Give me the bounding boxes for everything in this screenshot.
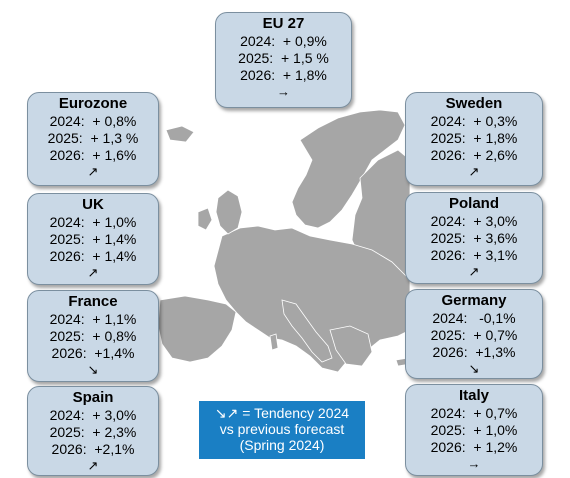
eu27-2025: 2025: + 1,5 % [238,50,329,66]
italy-2024: 2024: + 0,7% [430,405,518,421]
balkan-shape [329,325,373,367]
eurozone-box: Eurozone 2024: + 0,8% 2025: + 1,3 % 2026… [27,92,159,186]
sweden-box: Sweden 2024: + 0,3% 2025: + 1,8% 2026: +… [405,92,543,186]
eu27-2026: 2026: + 1,8% [240,67,327,83]
germany-box: Germany 2024: -0,1% 2025: + 0,7% 2026: +… [405,289,543,379]
sardinia-shape [269,333,279,351]
france-box: France 2024: + 1,1% 2025: + 0,8% 2026: +… [27,290,159,382]
uk-box: UK 2024: + 1,0% 2025: + 1,4% 2026: + 1,4… [27,193,159,285]
italy-2026: 2026: + 1,2% [430,439,518,455]
sweden-trend-arrow-icon: ↗ [468,164,480,179]
poland-title: Poland [448,195,499,212]
eu27-title: EU 27 [262,15,305,32]
france-title: France [68,293,118,310]
eu27-trend-arrow-icon: → [277,84,290,99]
france-2026: 2026: +1,4% [51,345,135,361]
germany-trend-arrow-icon: ↘ [468,361,480,376]
uk-2025: 2025: + 1,4% [49,231,137,247]
uk-shape [215,189,243,235]
eu27-2024: 2024: + 0,9% [240,33,327,49]
italy-2025: 2025: + 1,0% [430,422,518,438]
germany-2026: 2026: +1,3% [432,344,516,360]
poland-2025: 2025: + 3,6% [430,230,518,246]
germany-2025: 2025: + 0,7% [430,327,518,343]
eurozone-2026: 2026: + 1,6% [49,147,137,163]
france-trend-arrow-icon: ↘ [87,362,99,377]
poland-trend-arrow-icon: ↗ [468,264,480,279]
uk-trend-arrow-icon: ↗ [87,265,99,280]
tendency-legend: ↘↗ = Tendency 2024 vs previous forecast … [199,401,365,459]
sweden-2025: 2025: + 1,8% [430,130,518,146]
italy-trend-arrow-icon: → [467,456,481,471]
germany-2024: 2024: -0,1% [432,310,516,326]
france-2025: 2025: + 0,8% [49,328,137,344]
legend-line-1: ↘↗ = Tendency 2024 [214,405,350,421]
poland-box: Poland 2024: + 3,0% 2025: + 3,6% 2026: +… [405,192,543,284]
legend-line-2: vs previous forecast [219,421,345,437]
uk-title: UK [82,196,104,213]
spain-trend-arrow-icon: ↗ [87,458,99,473]
spain-2026: 2026: +2,1% [51,441,135,457]
italy-shape [281,299,333,363]
sweden-2026: 2026: + 2,6% [430,147,518,163]
uk-2026: 2026: + 1,4% [49,248,137,264]
ireland-shape [197,207,213,231]
eurozone-2025: 2025: + 1,3 % [47,130,139,146]
spain-box: Spain 2024: + 3,0% 2025: + 2,3% 2026: +2… [27,386,159,476]
sweden-2024: 2024: + 0,3% [430,113,518,129]
poland-2024: 2024: + 3,0% [430,213,518,229]
uk-2024: 2024: + 1,0% [49,214,137,230]
legend-line-3: (Spring 2024) [239,437,325,453]
italy-box: Italy 2024: + 0,7% 2025: + 1,0% 2026: + … [405,384,543,476]
germany-title: Germany [441,292,507,309]
iberia-shape [157,295,237,363]
eurozone-trend-arrow-icon: ↗ [87,164,99,179]
eurozone-2024: 2024: + 0,8% [49,113,137,129]
iceland-shape [165,125,195,143]
scandinavia-shape [291,109,406,229]
eu27-box: EU 27 2024: + 0,9% 2025: + 1,5 % 2026: +… [215,12,352,108]
sweden-title: Sweden [445,95,503,112]
italy-title: Italy [458,387,489,404]
poland-2026: 2026: + 3,1% [430,247,518,263]
spain-title: Spain [72,389,114,406]
eurozone-title: Eurozone [58,95,128,112]
france-2024: 2024: + 1,1% [49,311,137,327]
spain-2024: 2024: + 3,0% [49,407,137,423]
spain-2025: 2025: + 2,3% [49,424,137,440]
